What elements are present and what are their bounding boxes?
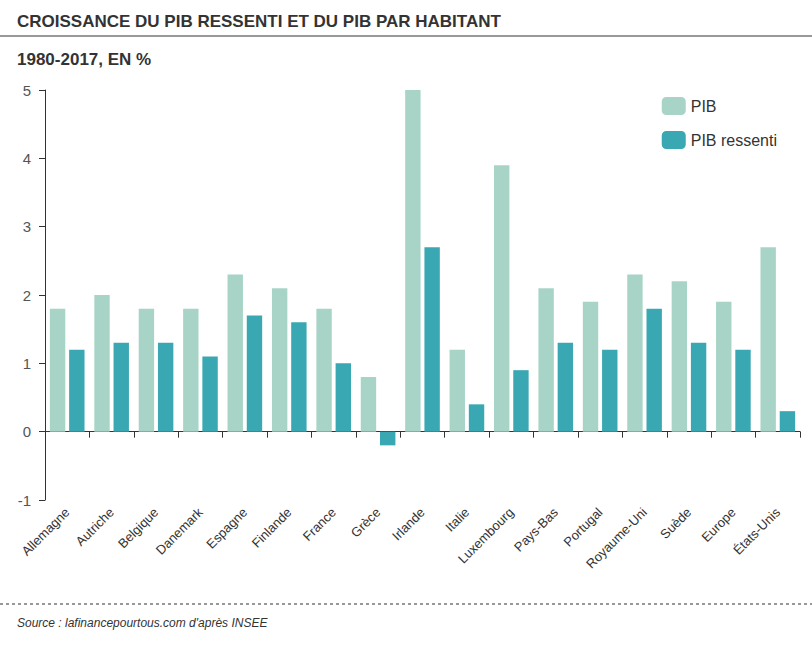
svg-text:1: 1 xyxy=(23,355,31,372)
svg-text:Autriche: Autriche xyxy=(73,505,117,549)
svg-text:Europe: Europe xyxy=(698,505,738,545)
svg-text:3: 3 xyxy=(23,218,31,235)
svg-text:0: 0 xyxy=(23,423,31,440)
svg-text:-1: -1 xyxy=(18,492,31,509)
svg-text:Royaume-Uni: Royaume-Uni xyxy=(583,505,650,572)
svg-text:France: France xyxy=(300,505,339,544)
svg-text:Pays-Bas: Pays-Bas xyxy=(511,504,561,554)
svg-text:Irlande: Irlande xyxy=(389,505,428,544)
svg-text:Italie: Italie xyxy=(442,505,472,535)
svg-text:États-Unis: États-Unis xyxy=(730,504,783,557)
svg-text:Finlande: Finlande xyxy=(249,505,295,551)
svg-text:PIB ressenti: PIB ressenti xyxy=(691,132,777,149)
svg-text:Allemagne: Allemagne xyxy=(19,505,73,559)
svg-text:5: 5 xyxy=(23,82,31,99)
svg-text:Source : lafinancepourtous.com: Source : lafinancepourtous.com d'après I… xyxy=(17,616,268,630)
svg-text:PIB: PIB xyxy=(691,98,717,115)
svg-text:Grèce: Grèce xyxy=(348,505,384,541)
svg-text:Luxembourg: Luxembourg xyxy=(455,505,517,567)
svg-text:2: 2 xyxy=(23,287,31,304)
svg-text:Espagne: Espagne xyxy=(203,505,250,552)
svg-text:Danemark: Danemark xyxy=(153,504,206,557)
svg-text:1980-2017, EN %: 1980-2017, EN % xyxy=(17,50,151,69)
svg-text:4: 4 xyxy=(23,150,31,167)
svg-text:Belgique: Belgique xyxy=(115,504,162,551)
svg-text:Portugal: Portugal xyxy=(561,505,606,550)
svg-text:Suède: Suède xyxy=(657,505,694,542)
svg-text:CROISSANCE DU PIB RESSENTI ET: CROISSANCE DU PIB RESSENTI ET DU PIB PAR… xyxy=(17,12,502,31)
